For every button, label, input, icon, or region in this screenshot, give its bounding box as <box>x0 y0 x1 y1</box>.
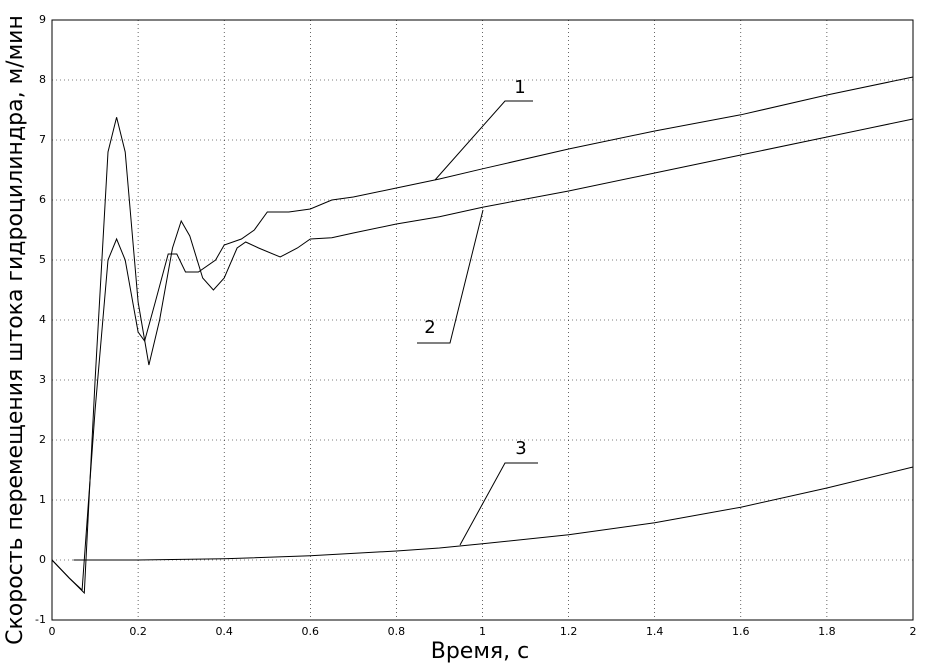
y-tick-label: 5 <box>39 253 46 266</box>
x-tick-label: 0.8 <box>388 625 406 638</box>
y-tick-label: 8 <box>39 73 46 86</box>
y-tick-label: -1 <box>35 613 46 626</box>
y-tick-label: 7 <box>39 133 46 146</box>
x-tick-label: 1.2 <box>560 625 578 638</box>
y-tick-label: 2 <box>39 433 46 446</box>
annotation: 2 <box>424 317 435 338</box>
x-tick-label: 1 <box>479 625 486 638</box>
y-tick-label: 6 <box>39 193 46 206</box>
leader-2 <box>417 209 484 344</box>
series-line <box>51 76 914 592</box>
x-tick-label: 1.6 <box>732 625 750 638</box>
x-tick-label: 0 <box>49 625 56 638</box>
leader-3 <box>459 462 538 546</box>
x-tick-label: 0.2 <box>129 625 147 638</box>
y-tick-label: 1 <box>39 493 46 506</box>
x-tick-label: 0.6 <box>302 625 320 638</box>
y-tick-label: 4 <box>39 313 46 326</box>
y-tick-label: 9 <box>39 13 46 26</box>
y-tick-label: 0 <box>39 553 46 566</box>
x-axis-label: Время, с <box>431 639 530 664</box>
x-tick-label: 1.4 <box>646 625 664 638</box>
x-tick-label: 2 <box>910 625 917 638</box>
series-line <box>51 117 914 595</box>
series-line <box>73 466 914 561</box>
annotation: 3 <box>515 438 526 459</box>
annotation: 1 <box>514 77 525 98</box>
leader-1 <box>434 100 533 181</box>
x-tick-label: 1.8 <box>818 625 836 638</box>
y-axis-label: Скорость перемещения штока гидроцилиндра… <box>3 15 28 645</box>
annotation-leaders <box>417 100 538 546</box>
y-tick-label: 3 <box>39 373 46 386</box>
x-tick-label: 0.4 <box>215 625 233 638</box>
